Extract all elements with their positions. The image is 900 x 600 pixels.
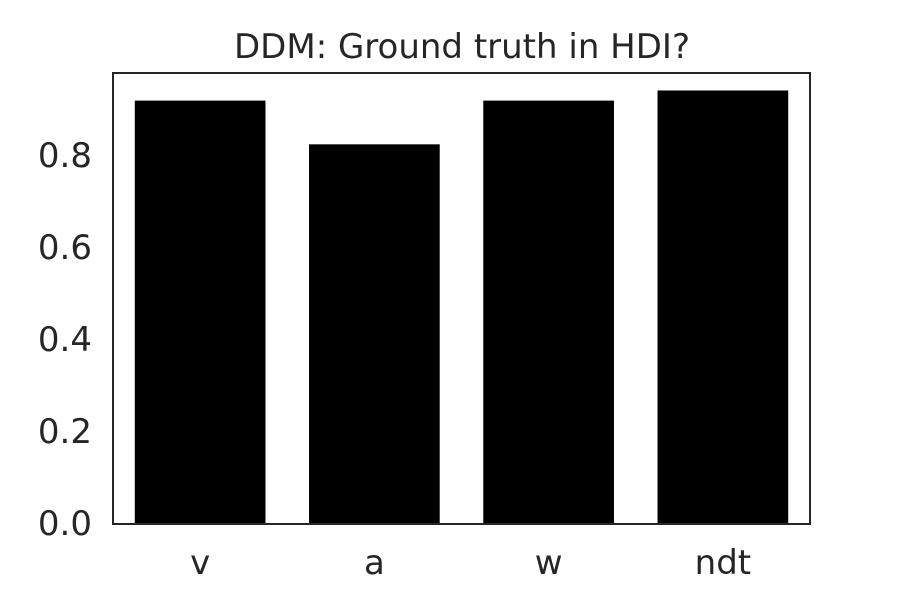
bar-w (483, 100, 614, 524)
x-axis-ticks: v a w ndt (190, 543, 751, 583)
x-tick-label-v: v (190, 543, 210, 583)
x-tick-label-a: a (364, 543, 385, 583)
bars-group (134, 90, 789, 524)
y-tick-label-2: 0.4 (38, 320, 92, 360)
x-tick-label-ndt: ndt (695, 543, 751, 583)
x-tick-label-w: w (535, 543, 563, 583)
y-axis-ticks: 0.0 0.2 0.4 0.6 0.8 (38, 136, 92, 544)
y-tick-label-4: 0.8 (38, 136, 92, 176)
plot-frame (112, 72, 811, 525)
y-tick-label-0: 0.0 (38, 504, 92, 544)
chart-title: DDM: Ground truth in HDI? (234, 27, 690, 67)
bar-a (309, 144, 440, 524)
bar-v (134, 100, 266, 524)
y-tick-label-3: 0.6 (38, 228, 92, 268)
y-tick-label-1: 0.2 (38, 412, 92, 452)
bar-ndt (657, 90, 789, 524)
